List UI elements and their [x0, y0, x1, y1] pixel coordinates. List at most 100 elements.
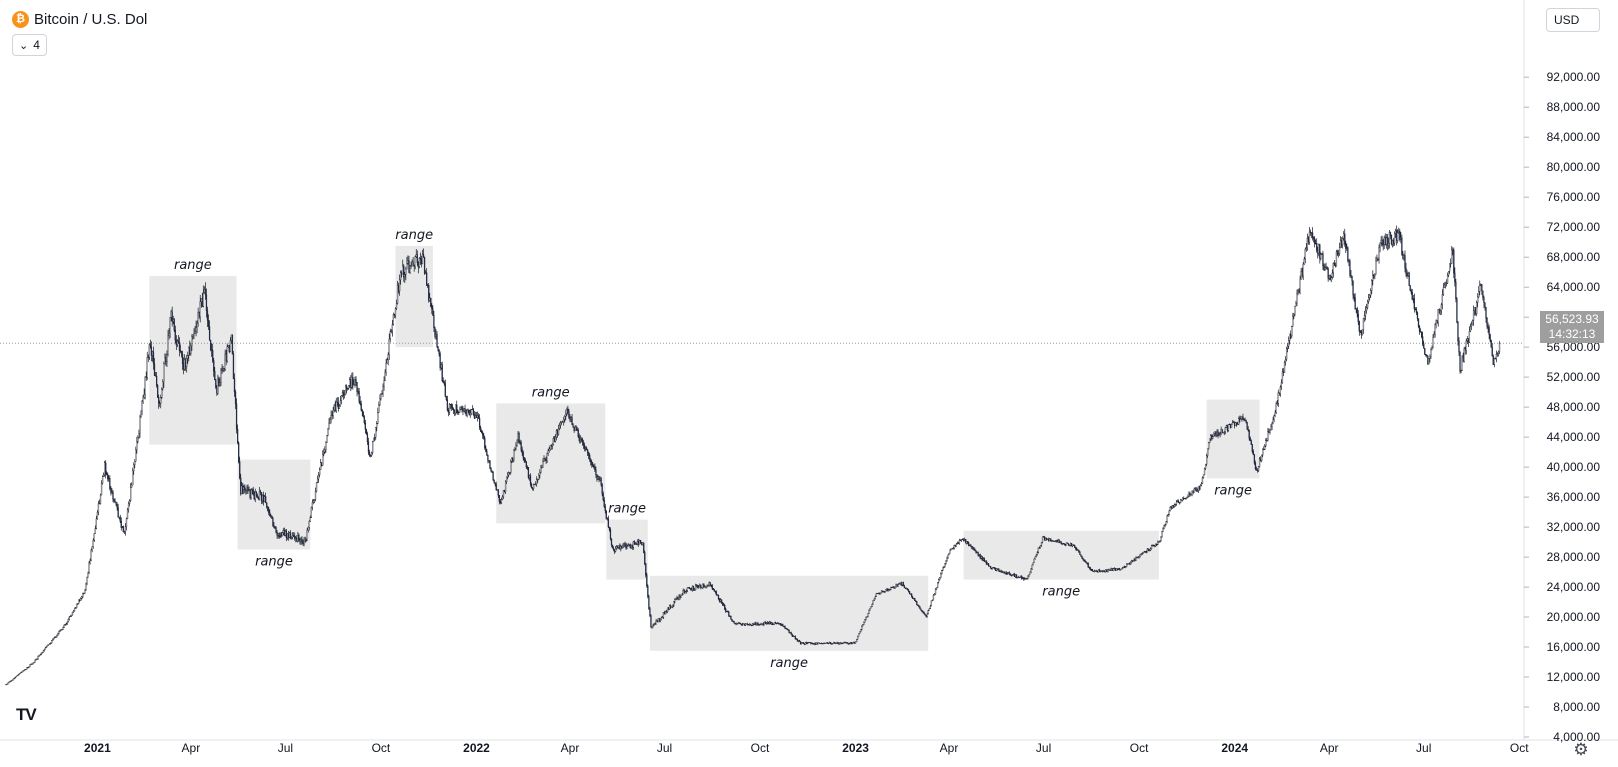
- candle: [320, 458, 322, 470]
- range-box-1[interactable]: [149, 275, 237, 445]
- candle: [611, 544, 614, 549]
- y-tick-label: 12,000.00: [1547, 670, 1601, 684]
- candle: [473, 410, 476, 420]
- price-axis[interactable]: 4,000.008,000.0012,000.0016,000.0020,000…: [1524, 70, 1600, 744]
- range-boxes: [149, 245, 1260, 651]
- candle: [706, 584, 708, 588]
- candle: [543, 455, 545, 463]
- candle: [509, 471, 511, 475]
- range-box-8[interactable]: [1206, 399, 1260, 479]
- candle: [1091, 568, 1094, 572]
- candle: [930, 600, 933, 607]
- candle: [1088, 566, 1090, 569]
- candle: [306, 527, 308, 541]
- candle: [793, 635, 795, 637]
- candle: [461, 405, 463, 413]
- candle: [704, 585, 706, 588]
- candle: [324, 446, 326, 454]
- candle: [1187, 494, 1189, 498]
- candle: [16, 675, 19, 677]
- candle: [476, 411, 479, 422]
- range-box-4[interactable]: [496, 403, 606, 524]
- candle: [112, 489, 114, 503]
- candle: [1295, 300, 1297, 307]
- candle: [1335, 249, 1338, 267]
- candle: [967, 540, 969, 545]
- candle: [466, 408, 468, 418]
- range-box-3[interactable]: [395, 245, 433, 348]
- candle: [1463, 346, 1465, 363]
- candle: [979, 553, 981, 560]
- candle: [958, 538, 961, 545]
- candle: [1458, 337, 1460, 357]
- candle: [334, 400, 336, 412]
- candle: [431, 303, 433, 315]
- candle: [221, 363, 223, 374]
- candle: [697, 584, 699, 589]
- candle: [1496, 352, 1499, 357]
- candle: [1377, 257, 1379, 261]
- currency-button[interactable]: USD: [1546, 8, 1600, 32]
- candle: [772, 623, 775, 626]
- candle: [553, 435, 556, 443]
- candle: [1170, 506, 1172, 510]
- symbol-legend[interactable]: ₿ Bitcoin / U.S. Dol: [12, 8, 152, 30]
- candle: [1376, 254, 1378, 262]
- candle: [785, 627, 787, 630]
- range-box-6[interactable]: [649, 575, 929, 651]
- range-box-7[interactable]: [963, 530, 1159, 580]
- candle: [692, 585, 695, 591]
- candle: [770, 621, 773, 625]
- candle: [292, 532, 294, 540]
- candle: [1401, 234, 1403, 256]
- candle: [947, 554, 949, 559]
- candle: [23, 670, 25, 672]
- candle: [867, 613, 869, 618]
- candle: [362, 411, 364, 418]
- candle: [918, 604, 920, 608]
- candle: [290, 536, 293, 540]
- candle: [924, 613, 926, 616]
- candle: [137, 435, 139, 444]
- indicators-collapse-button[interactable]: ⌄ 4: [12, 34, 47, 56]
- candle: [662, 611, 665, 620]
- candle: [1456, 297, 1458, 324]
- candle: [367, 437, 370, 456]
- candle: [59, 629, 61, 633]
- candle: [325, 441, 327, 453]
- candle: [626, 544, 628, 550]
- gear-icon[interactable]: ⚙: [1573, 740, 1589, 759]
- tradingview-logo-icon[interactable]: TV: [16, 705, 37, 724]
- candle: [468, 409, 470, 416]
- range-label-5: range: [608, 502, 646, 517]
- candle: [1217, 429, 1219, 439]
- candle: [790, 631, 792, 635]
- candle: [1355, 307, 1357, 313]
- candle: [1268, 428, 1270, 433]
- candle: [636, 539, 639, 546]
- candle: [1478, 286, 1480, 298]
- candle: [349, 377, 351, 388]
- candle: [10, 680, 12, 682]
- candle: [830, 642, 832, 645]
- candle: [881, 590, 884, 593]
- candle: [94, 525, 96, 535]
- range-box-5[interactable]: [606, 519, 648, 580]
- candle: [110, 486, 112, 496]
- candle: [85, 582, 87, 591]
- candle: [580, 437, 583, 442]
- candle: [731, 618, 733, 622]
- candle: [1059, 540, 1061, 544]
- candle: [489, 460, 491, 470]
- candle: [111, 487, 113, 495]
- candle: [310, 506, 312, 518]
- candle: [316, 475, 319, 484]
- candle: [95, 515, 97, 530]
- symbol-title[interactable]: Bitcoin / U.S. Dol: [34, 10, 148, 28]
- candle: [747, 624, 750, 626]
- candle: [195, 320, 197, 337]
- candle: [1081, 555, 1083, 559]
- time-axis[interactable]: 2021 Apr Jul Oct 2022 Apr Jul Oct 2023 Apr Jul Oct 2…: [84, 741, 1529, 755]
- candle: [530, 482, 533, 489]
